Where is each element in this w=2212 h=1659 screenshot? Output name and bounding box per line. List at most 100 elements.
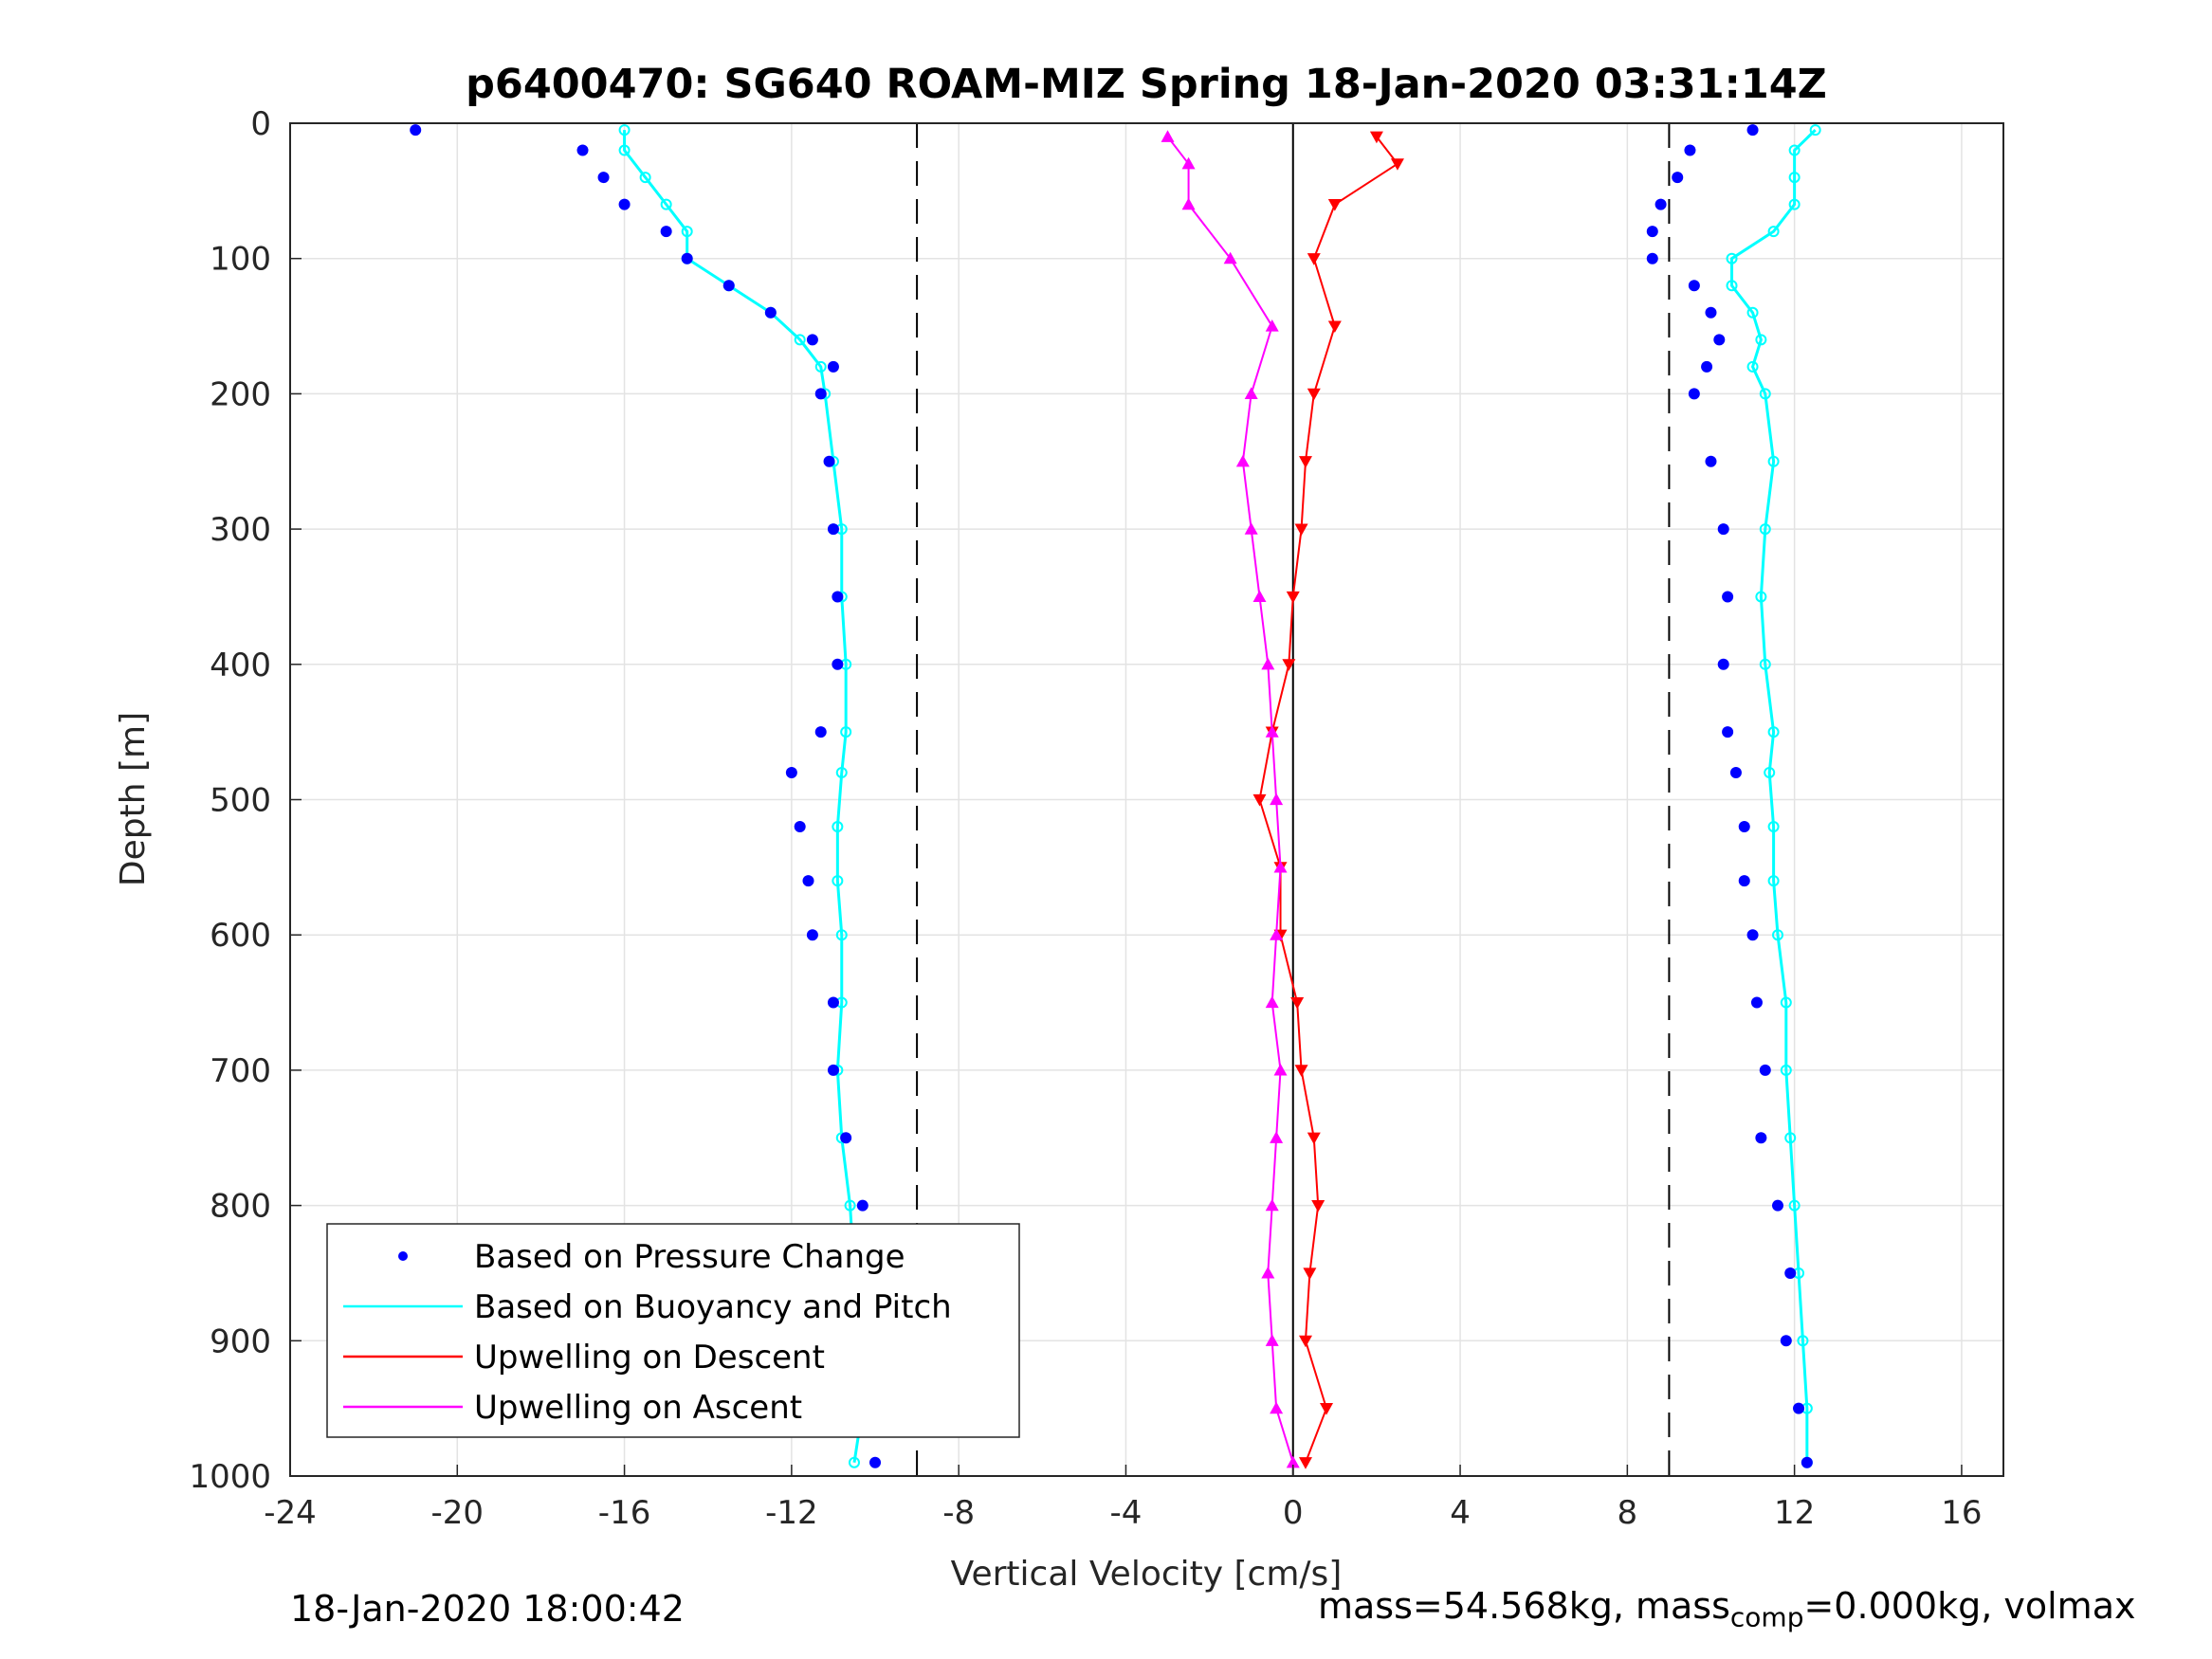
buoyancy-pitch-point: [832, 821, 844, 833]
buoyancy-pitch-point: [1767, 875, 1780, 887]
x-axis-ticks: -24 -20 -16 -12 -8 -4 0 4 8 12 16: [264, 1465, 1983, 1532]
upwelling-ascent-point: [1244, 387, 1258, 399]
pressure-change-point: [1784, 1267, 1797, 1279]
pressure-change-point: [764, 306, 777, 319]
buoyancy-pitch-point: [1788, 198, 1801, 210]
pressure-change-point: [1793, 1402, 1805, 1414]
buoyancy-pitch-descent-line: [623, 130, 865, 1463]
pressure-change-point: [1722, 726, 1734, 738]
y-axis-label: Depth [m]: [114, 712, 153, 886]
upwelling-ascent-line: [1166, 136, 1294, 1464]
pressure-change-point: [1801, 1456, 1813, 1468]
legend-label: Based on Pressure Change: [474, 1238, 905, 1276]
buoyancy-pitch-point: [840, 726, 852, 738]
buoyancy-pitch-point: [1767, 455, 1780, 467]
upwelling-ascent-point: [1181, 156, 1196, 170]
legend-label: Upwelling on Descent: [474, 1339, 825, 1376]
y-tick-label: 500: [210, 782, 271, 820]
buoyancy-pitch-point: [660, 198, 672, 210]
buoyancy-pitch-ascent-line: [1730, 129, 1817, 1463]
buoyancy-pitch-point: [1746, 306, 1759, 319]
pressure-change-point: [597, 172, 610, 184]
legend-label: Upwelling on Ascent: [474, 1389, 802, 1427]
footer-mass-info: mass=54.568kg, masscomp=0.000kg, volmax: [1318, 1585, 2135, 1633]
buoyancy-pitch-point: [618, 144, 631, 156]
buoyancy-pitch-point: [794, 334, 806, 346]
pressure-change-point: [1646, 226, 1658, 238]
upwelling-ascent-point: [1223, 251, 1237, 264]
pressure-change-point: [660, 226, 672, 238]
pressure-change-point: [802, 875, 814, 887]
x-tick-label: 0: [1283, 1494, 1304, 1532]
upwelling-ascent-point: [1273, 860, 1288, 873]
pressure-change-point: [1705, 455, 1717, 467]
pressure-change-point: [806, 929, 818, 941]
upwelling-ascent-point: [1181, 197, 1196, 210]
footer-timestamp: 18-Jan-2020 18:00:42: [290, 1588, 685, 1630]
buoyancy-pitch-point: [1797, 1335, 1809, 1347]
upwelling-descent-point: [1298, 1335, 1312, 1348]
pressure-change-point: [1746, 929, 1759, 941]
y-tick-label: 0: [250, 105, 271, 143]
x-tick-label: -24: [264, 1494, 317, 1532]
buoyancy-pitch-point: [1755, 591, 1767, 603]
mass-suffix: =0.000kg, volmax: [1803, 1585, 2136, 1627]
buoyancy-pitch-point: [1767, 821, 1780, 833]
upwelling-ascent-point: [1270, 928, 1284, 940]
pressure-change-point: [827, 360, 839, 373]
upwelling-ascent-point: [1261, 1266, 1275, 1279]
pressure-change-point: [1729, 766, 1742, 778]
buoyancy-pitch-point: [835, 766, 848, 778]
buoyancy-pitch-point: [1784, 1132, 1797, 1144]
x-tick-label: 16: [1941, 1494, 1982, 1532]
pressure-change-point: [1746, 124, 1759, 137]
upwelling-descent-line: [1258, 136, 1399, 1464]
x-tick-label: -8: [942, 1494, 975, 1532]
pressure-change-point: [1780, 1335, 1792, 1347]
pressure-change-point: [814, 726, 827, 738]
upwelling-ascent-point: [1270, 1131, 1284, 1143]
pressure-change-point: [1750, 996, 1763, 1009]
pressure-change-point: [1688, 388, 1700, 400]
x-tick-label: 4: [1450, 1494, 1471, 1532]
buoyancy-pitch-point: [1759, 523, 1771, 536]
pressure-change-point: [814, 388, 827, 400]
pressure-change-point: [1772, 1199, 1784, 1212]
pressure-change-point: [576, 144, 589, 156]
pressure-change-point: [869, 1456, 882, 1468]
buoyancy-pitch-point: [814, 360, 827, 373]
buoyancy-pitch-point: [1726, 280, 1738, 292]
buoyancy-pitch-point: [1788, 172, 1801, 184]
x-tick-label: -4: [1110, 1494, 1143, 1532]
pressure-change-point: [794, 821, 806, 833]
pressure-change-point: [1705, 306, 1717, 319]
pressure-change-point: [823, 455, 835, 467]
buoyancy-pitch-point: [1764, 766, 1776, 778]
pressure-change-point: [832, 591, 844, 603]
upwelling-descent-point: [1298, 456, 1312, 468]
buoyancy-pitch-point: [848, 1456, 860, 1468]
buoyancy-pitch-point: [1726, 252, 1738, 264]
buoyancy-pitch-point: [1780, 1064, 1792, 1076]
pressure-change-point: [827, 1064, 839, 1076]
pressure-change-point: [785, 766, 797, 778]
upwelling-ascent-point: [1265, 725, 1279, 738]
legend-swatch-dot: [398, 1251, 408, 1261]
upwelling-descent-point: [1311, 1200, 1325, 1212]
upwelling-ascent-point: [1265, 1334, 1279, 1346]
upwelling-ascent-point: [1244, 522, 1258, 535]
pressure-change-point: [1646, 252, 1658, 264]
x-tick-label: 8: [1618, 1494, 1638, 1532]
pressure-change-point: [1759, 1064, 1771, 1076]
upwelling-ascent-point: [1286, 1455, 1300, 1468]
y-tick-label: 900: [210, 1322, 271, 1360]
upwelling-ascent-point: [1265, 1198, 1279, 1212]
pressure-change-point: [1722, 591, 1734, 603]
buoyancy-pitch-point: [844, 1199, 856, 1212]
upwelling-descent-point: [1290, 996, 1305, 1010]
pressure-change-point: [1688, 280, 1700, 292]
legend-box: [326, 1223, 1020, 1438]
upwelling-descent-point: [1252, 793, 1267, 807]
pressure-change-point: [1654, 198, 1667, 210]
